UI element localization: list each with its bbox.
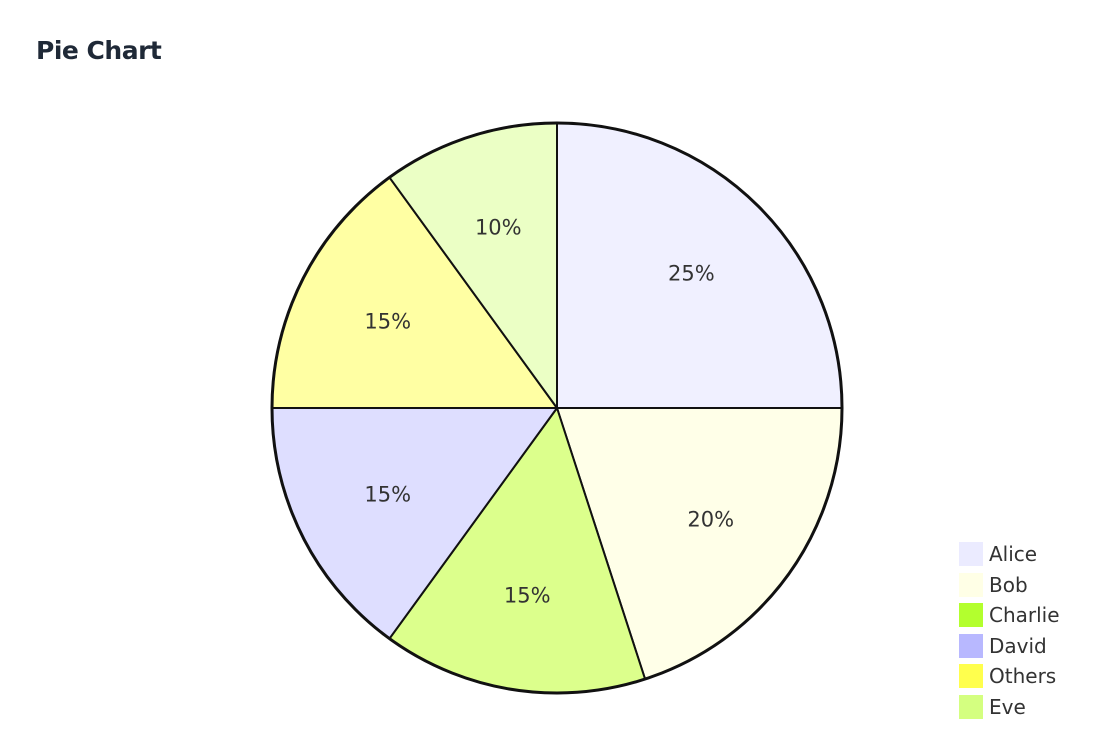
legend-label: Others xyxy=(989,664,1057,689)
legend-swatch xyxy=(959,633,983,658)
legend-swatch xyxy=(959,603,983,628)
legend-swatch xyxy=(959,572,983,597)
slice-label-others: 15% xyxy=(364,310,411,334)
legend: Alice Bob Charlie David Others Eve xyxy=(959,539,1060,722)
legend-item-others: Others xyxy=(959,661,1060,692)
slice-label-david: 15% xyxy=(364,482,411,506)
legend-label: David xyxy=(989,633,1047,658)
slice-label-bob: 20% xyxy=(687,508,734,532)
legend-label: Alice xyxy=(989,542,1038,567)
pie-outline xyxy=(270,121,844,695)
legend-swatch xyxy=(959,664,983,689)
slice-label-alice: 25% xyxy=(668,262,715,286)
legend-label: Bob xyxy=(989,572,1028,597)
legend-swatch xyxy=(959,694,983,719)
chart-title: Pie Chart xyxy=(36,36,162,65)
slice-label-eve: 10% xyxy=(475,215,522,239)
pie-labels: 25% 20% 15% 15% 15% 10% xyxy=(364,215,734,607)
legend-label: Charlie xyxy=(989,603,1060,628)
legend-item-alice: Alice xyxy=(959,539,1060,570)
legend-label: Eve xyxy=(989,694,1026,719)
legend-item-david: David xyxy=(959,631,1060,662)
legend-item-eve: Eve xyxy=(959,692,1060,723)
slice-label-charlie: 15% xyxy=(504,584,551,608)
legend-swatch xyxy=(959,542,983,567)
legend-item-charlie: Charlie xyxy=(959,600,1060,631)
legend-item-bob: Bob xyxy=(959,570,1060,601)
pie-slices xyxy=(271,122,843,694)
